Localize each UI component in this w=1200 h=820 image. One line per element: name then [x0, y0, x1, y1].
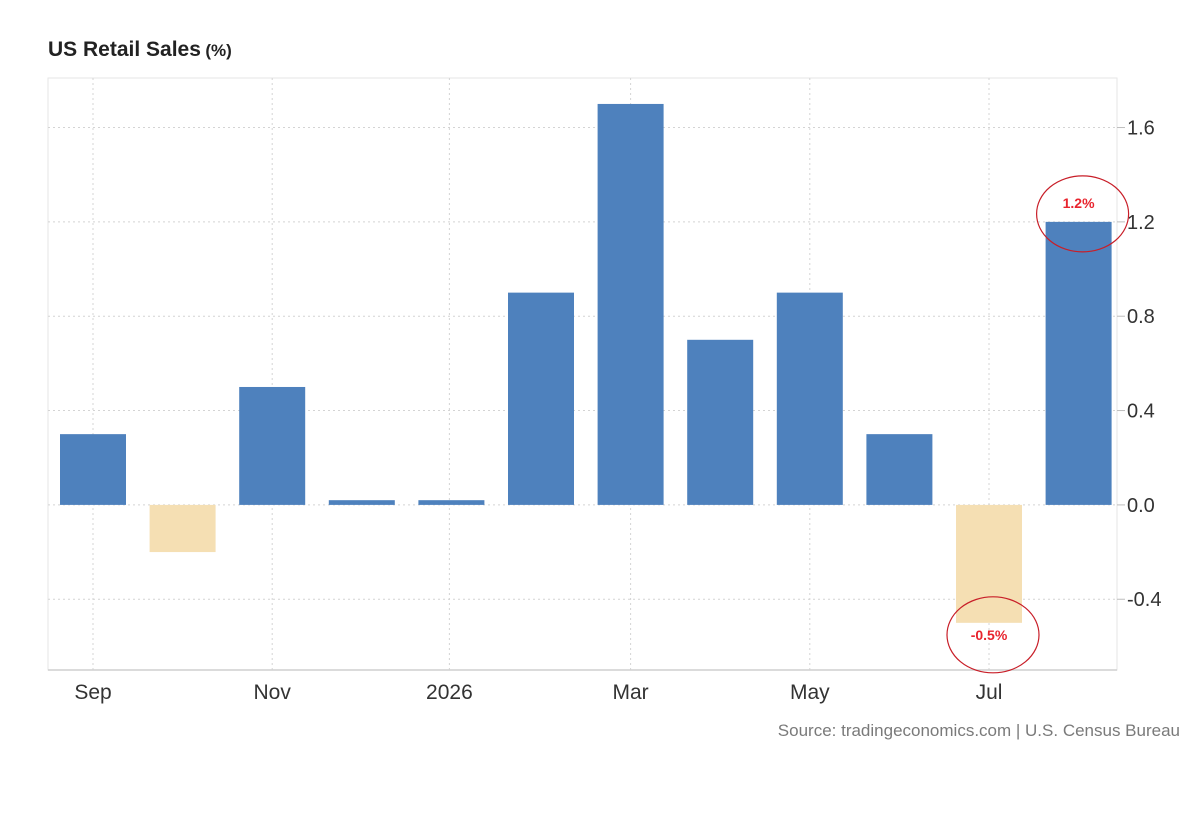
bar-jul: [956, 504, 1022, 623]
source-note: Source: tradingeconomics.com | U.S. Cens…: [777, 721, 1180, 740]
x-tick-label: May: [790, 681, 830, 704]
bar-feb: [508, 292, 574, 505]
annotation-circle: [946, 596, 1040, 674]
y-tick-label: 1.6: [1127, 118, 1155, 140]
y-tick-label: 0.0: [1127, 495, 1155, 517]
x-tick-label: Sep: [74, 681, 111, 704]
bar-jun: [866, 434, 933, 505]
y-tick-label: -0.4: [1127, 589, 1161, 611]
x-tick-label: 2026: [426, 681, 473, 704]
bar-apr: [687, 339, 754, 505]
chart-title-unit: (%): [205, 41, 232, 60]
bar-jan-2026: [418, 500, 485, 505]
bar-dec: [328, 500, 395, 505]
bar-may: [776, 292, 843, 505]
x-tick-label: Jul: [976, 681, 1003, 704]
bar-nov: [239, 386, 306, 505]
y-tick-label: 0.8: [1127, 306, 1155, 328]
bar-mar: [597, 103, 664, 505]
x-tick-label: Mar: [613, 681, 649, 704]
bar-sep: [60, 434, 126, 505]
chart-title: US Retail Sales (%): [48, 38, 232, 62]
y-tick-label: 1.2: [1127, 212, 1155, 234]
annotation-label: -0.5%: [971, 627, 1008, 643]
chart-title-text: US Retail Sales: [48, 38, 201, 61]
x-tick-label: Nov: [254, 681, 292, 704]
annotation-circle: [1035, 175, 1130, 253]
annotation-label: 1.2%: [1063, 195, 1095, 211]
bar-aug: [1045, 221, 1112, 505]
y-tick-label: 0.4: [1127, 401, 1155, 423]
bar-oct: [149, 504, 216, 553]
